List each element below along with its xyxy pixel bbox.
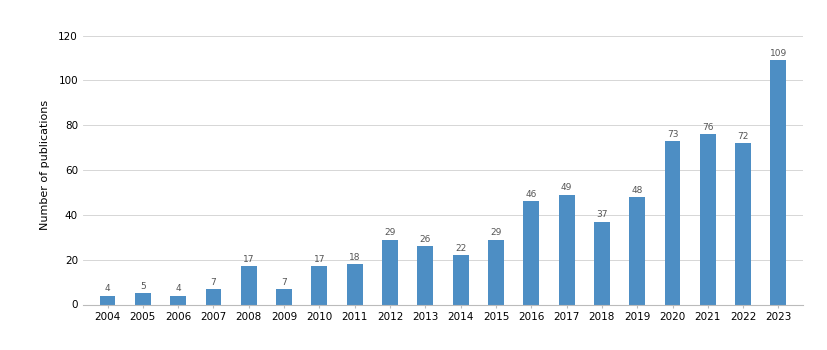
- Text: 7: 7: [281, 278, 287, 287]
- Bar: [99, 295, 115, 304]
- Text: 22: 22: [455, 244, 466, 253]
- Text: 109: 109: [769, 49, 786, 58]
- Bar: [347, 264, 362, 304]
- Text: 46: 46: [525, 190, 536, 199]
- Bar: [629, 197, 644, 304]
- Bar: [311, 266, 327, 304]
- Bar: [241, 266, 256, 304]
- Text: 18: 18: [348, 253, 360, 262]
- Bar: [381, 239, 398, 304]
- Text: 72: 72: [737, 132, 748, 141]
- Bar: [734, 143, 750, 304]
- Text: 5: 5: [140, 282, 146, 291]
- Bar: [275, 289, 292, 304]
- Text: 29: 29: [384, 228, 395, 237]
- Bar: [205, 289, 221, 304]
- Text: 17: 17: [313, 255, 325, 264]
- Y-axis label: Number of publications: Number of publications: [40, 99, 50, 230]
- Text: 73: 73: [666, 130, 677, 139]
- Text: 4: 4: [104, 284, 110, 293]
- Bar: [664, 141, 680, 304]
- Text: 7: 7: [210, 278, 216, 287]
- Bar: [558, 195, 574, 304]
- Bar: [487, 239, 504, 304]
- Text: 29: 29: [490, 228, 501, 237]
- Bar: [417, 246, 433, 304]
- Text: 4: 4: [175, 284, 181, 293]
- Text: 48: 48: [631, 186, 642, 195]
- Bar: [523, 202, 538, 304]
- Text: 17: 17: [242, 255, 254, 264]
- Bar: [699, 134, 715, 304]
- Bar: [452, 255, 468, 304]
- Bar: [170, 295, 186, 304]
- Text: 49: 49: [560, 183, 571, 192]
- Bar: [135, 293, 151, 304]
- Bar: [593, 222, 609, 304]
- Bar: [770, 60, 786, 304]
- Text: 76: 76: [701, 123, 713, 132]
- Text: 26: 26: [419, 235, 431, 244]
- Text: 37: 37: [595, 210, 607, 219]
